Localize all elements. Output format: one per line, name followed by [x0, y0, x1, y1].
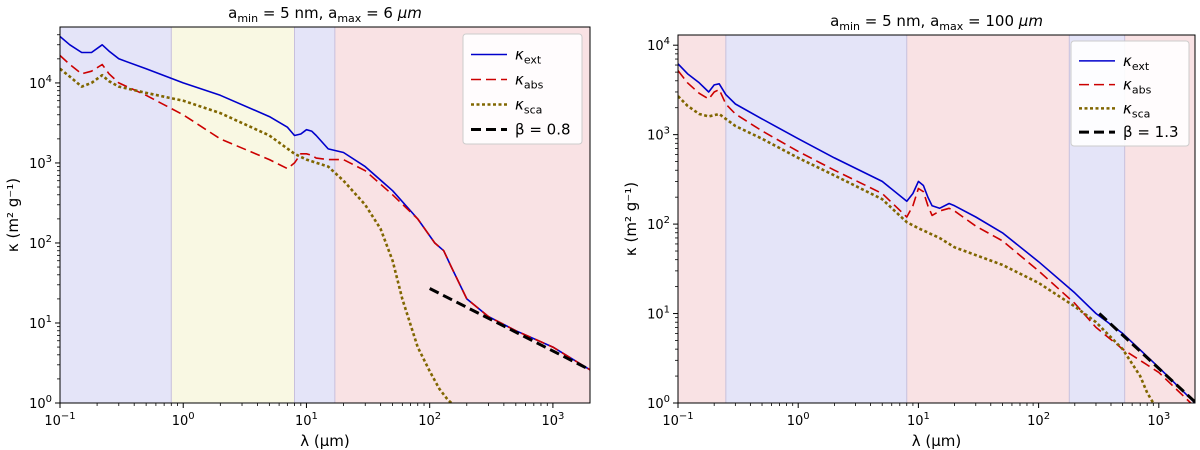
series-group [60, 35, 590, 403]
wavelength-region-1 [725, 35, 907, 403]
y-tick-label: 102 [647, 215, 670, 233]
x-tick-label: 101 [907, 411, 930, 429]
plot-frame [59, 26, 591, 404]
legend-label-beta-fit: β = 1.3 [1123, 123, 1179, 141]
series-line-abs [60, 54, 590, 371]
x-tick-label: 100 [172, 411, 195, 429]
legend-label-ext: κext [515, 46, 542, 67]
wavelength-region-2 [294, 27, 335, 403]
series-line-beta-fit [1098, 312, 1195, 403]
y-axis-label: κ (m² g⁻¹) [622, 182, 640, 256]
legend: κext κabs κsca β = 0.8 [462, 33, 583, 145]
y-tick-label: 103 [29, 154, 52, 172]
wavelength-region-2 [906, 35, 1070, 403]
chart-title: amin = 5 nm, amax = 6 μm [228, 4, 422, 25]
x-tick-label: 10−1 [662, 411, 693, 429]
y-tick-label: 102 [29, 234, 52, 252]
legend-label-sca: κsca [1123, 99, 1150, 120]
y-axis-label: κ (m² g⁻¹) [4, 178, 22, 252]
series-line-ext [60, 35, 590, 371]
wavelength-region-0 [678, 35, 726, 403]
series-line-ext [678, 63, 1195, 403]
y-tick-label: 100 [29, 394, 52, 412]
chart-title: amin = 5 nm, amax = 100 μm [830, 12, 1043, 33]
x-tick-label: 103 [541, 411, 564, 429]
legend-label-sca: κsca [515, 96, 542, 117]
series-group [678, 63, 1195, 403]
legend-label-ext: κext [1123, 52, 1150, 73]
wavelength-region-0 [60, 27, 172, 403]
x-axis-label: λ (μm) [912, 432, 962, 450]
y-tick-label: 100 [647, 394, 670, 412]
plot-frame [677, 34, 1196, 404]
y-tick-label: 104 [647, 36, 670, 54]
legend-label-abs: κabs [515, 71, 544, 92]
y-tick-label: 101 [29, 314, 52, 332]
series-line-sca [60, 67, 453, 403]
x-axis-label: λ (μm) [300, 432, 350, 450]
x-tick-label: 10−1 [44, 411, 75, 429]
legend-label-abs: κabs [1123, 76, 1152, 97]
wavelength-region-1 [171, 27, 295, 403]
x-tick-label: 102 [1027, 411, 1050, 429]
y-tick-label: 103 [647, 126, 670, 144]
series-line-sca [678, 95, 1155, 403]
y-tick-label: 104 [29, 74, 52, 92]
legend-box [1070, 40, 1190, 147]
series-line-abs [678, 70, 1192, 403]
legend-box [462, 33, 583, 145]
x-tick-label: 102 [418, 411, 441, 429]
x-tick-label: 101 [295, 411, 318, 429]
x-tick-label: 103 [1147, 411, 1170, 429]
y-tick-label: 101 [647, 305, 670, 323]
legend-label-beta-fit: β = 0.8 [515, 121, 571, 139]
x-tick-label: 100 [787, 411, 810, 429]
